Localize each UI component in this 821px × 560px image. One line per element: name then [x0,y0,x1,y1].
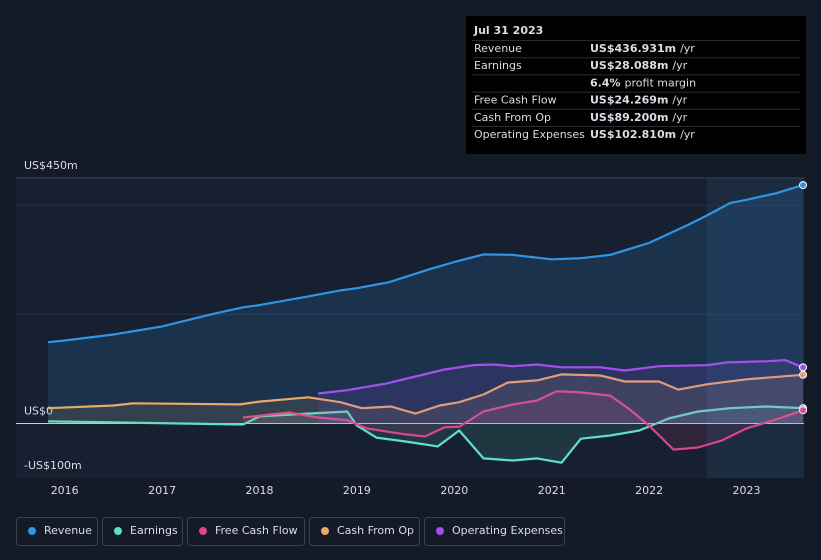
legend-item[interactable]: Operating Expenses [424,517,565,546]
series-area [243,391,803,450]
tooltip-suffix: /yr [672,111,687,124]
legend-label: Free Cash Flow [215,524,298,537]
tooltip-suffix: /yr [672,94,687,107]
tooltip-title: Jul 31 2023 [473,24,543,37]
legend-label: Operating Expenses [452,524,563,537]
tooltip-label: Earnings [474,59,522,72]
series-area [48,406,804,463]
end-marker [799,363,808,372]
legend-item[interactable]: Free Cash Flow [187,517,305,546]
legend-dot [28,527,36,535]
legend-dot [321,527,329,535]
tooltip-value: US$436.931m [590,42,676,55]
series-line [317,359,804,395]
end-marker [799,181,808,190]
legend-box [309,517,420,546]
tooltip-label: Free Cash Flow [474,94,557,107]
series-area [318,360,803,424]
series-area [48,374,804,424]
tooltip-suffix: /yr [680,42,695,55]
tooltip-suffix: profit margin [625,76,697,89]
tooltip-label: Cash From Op [474,111,551,124]
x-tick-label: 2020 [440,484,468,497]
end-marker [799,406,808,415]
legend-dot [199,527,207,535]
series-line [48,373,804,415]
legend-box [424,517,565,546]
tooltip-value: US$28.088m [590,59,668,72]
series-line [48,405,804,464]
legend-label: Cash From Op [337,524,414,537]
legend-label: Revenue [44,524,92,537]
y-tick-label: US$450m [24,159,78,172]
x-tick-label: 2017 [148,484,176,497]
x-tick-label: 2016 [51,484,79,497]
tooltip-label: Operating Expenses [474,128,585,141]
shaded-region [706,178,804,478]
tooltip-label: Revenue [474,42,522,55]
tooltip-value: US$89.200m [590,111,668,124]
legend-item[interactable]: Revenue [16,517,98,546]
legend-box [16,517,98,546]
legend-box [187,517,305,546]
tooltip-box [466,16,806,154]
tooltip-value: US$24.269m [590,94,668,107]
tooltip-value: US$102.810m [590,128,676,141]
x-tick-label: 2018 [246,484,274,497]
legend-dot [114,527,122,535]
tooltip: Jul 31 2023 Revenue US$436.931m/yr Earnings… [466,16,806,154]
x-tick-label: 2019 [343,484,371,497]
tooltip-value: 6.4% [590,76,621,89]
x-tick-label: 2022 [635,484,663,497]
tooltip-suffix: /yr [672,59,687,72]
legend-dot [436,527,444,535]
legend-box [102,517,183,546]
x-tick-label: 2023 [733,484,761,497]
y-tick-label: US$0 [24,404,53,417]
y-tick-label: -US$100m [24,459,82,472]
series-area [48,185,804,424]
tooltip-suffix: /yr [680,128,695,141]
legend-item[interactable]: Earnings [102,517,183,546]
series-line [242,390,804,451]
series-line [47,184,804,344]
x-tick-label: 2021 [538,484,566,497]
legend-item[interactable]: Cash From Op [309,517,420,546]
legend-label: Earnings [130,524,178,537]
